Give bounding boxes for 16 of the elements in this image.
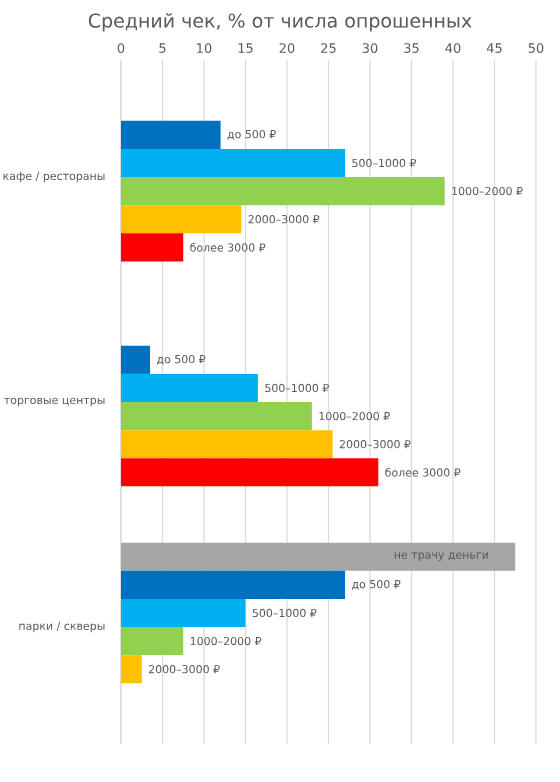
bar bbox=[120, 402, 312, 431]
bar bbox=[120, 177, 445, 206]
bar bbox=[120, 373, 258, 403]
bar bbox=[120, 655, 142, 684]
bar bbox=[120, 148, 346, 178]
bar bbox=[120, 627, 184, 656]
bar bbox=[120, 542, 516, 571]
bar bbox=[120, 120, 221, 149]
bar bbox=[120, 345, 151, 374]
chart-title: Средний чек, % от числа опрошенных bbox=[88, 13, 472, 32]
bar bbox=[120, 570, 346, 599]
bar bbox=[120, 458, 379, 487]
bar bbox=[120, 430, 333, 459]
bar bbox=[120, 205, 242, 234]
bar bbox=[120, 598, 246, 627]
bar bbox=[120, 233, 184, 262]
